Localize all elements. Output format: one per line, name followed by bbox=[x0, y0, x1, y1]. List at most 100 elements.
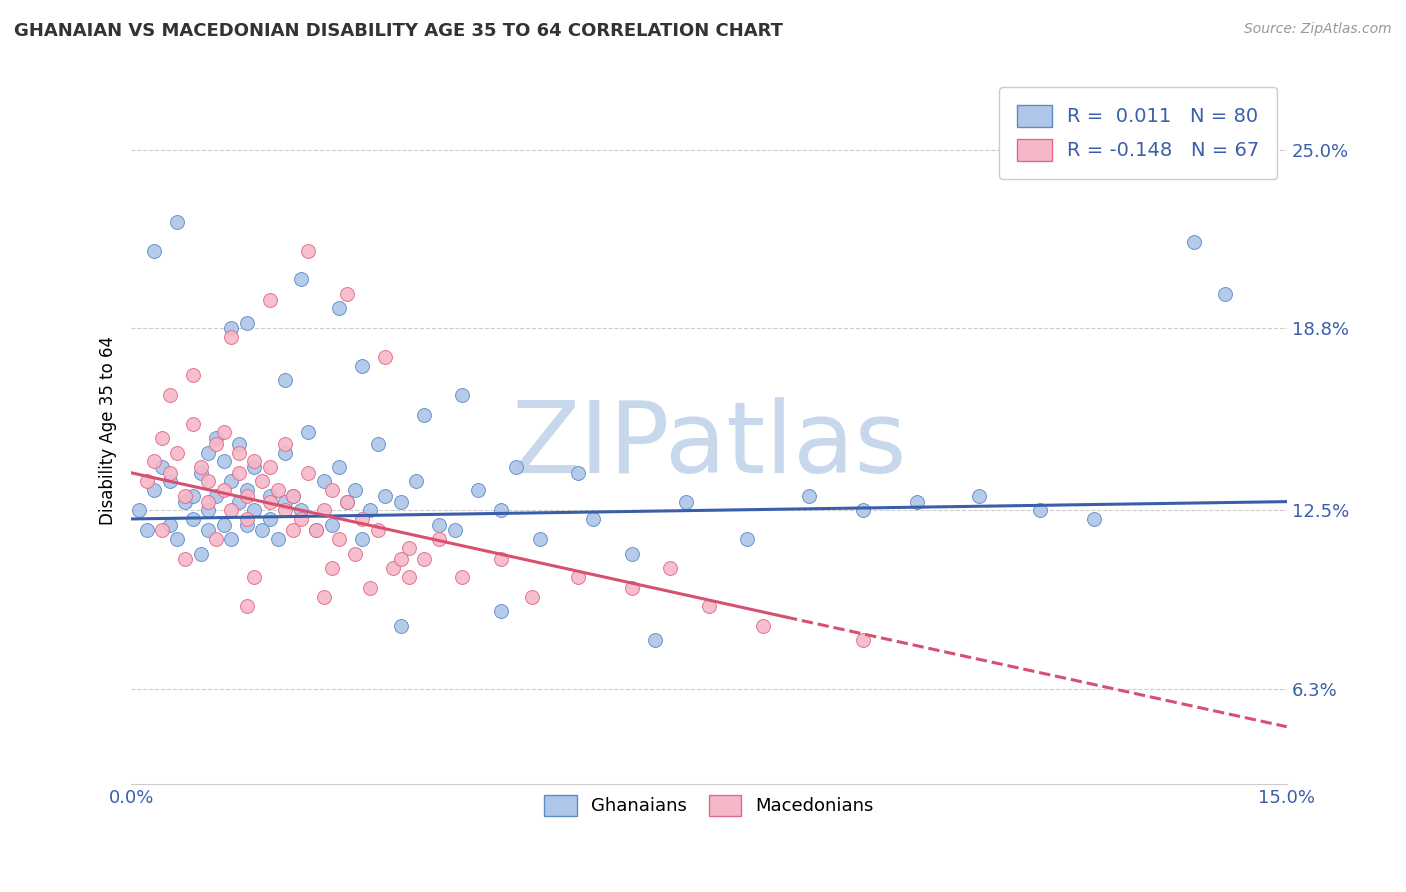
Point bbox=[389, 494, 412, 508]
Point bbox=[259, 460, 281, 475]
Point bbox=[221, 532, 243, 546]
Point bbox=[336, 286, 359, 301]
Point bbox=[205, 437, 228, 451]
Point bbox=[243, 454, 266, 468]
Point bbox=[359, 503, 381, 517]
Point bbox=[328, 532, 350, 546]
Point bbox=[374, 351, 396, 365]
Point bbox=[467, 483, 489, 497]
Point bbox=[135, 524, 157, 538]
Point bbox=[212, 517, 235, 532]
Point bbox=[150, 431, 173, 445]
Point bbox=[205, 431, 228, 445]
Point bbox=[228, 466, 250, 480]
Point bbox=[752, 618, 775, 632]
Point bbox=[174, 494, 197, 508]
Point bbox=[150, 524, 173, 538]
Point bbox=[290, 503, 312, 517]
Point bbox=[135, 475, 157, 489]
Point bbox=[852, 503, 875, 517]
Point bbox=[197, 475, 219, 489]
Point bbox=[250, 524, 273, 538]
Point bbox=[259, 494, 281, 508]
Point bbox=[159, 466, 181, 480]
Point bbox=[236, 489, 259, 503]
Point bbox=[305, 524, 328, 538]
Point bbox=[274, 437, 297, 451]
Point bbox=[905, 494, 928, 508]
Point bbox=[389, 552, 412, 566]
Point bbox=[221, 503, 243, 517]
Point bbox=[297, 244, 319, 258]
Point bbox=[166, 215, 188, 229]
Point bbox=[312, 475, 335, 489]
Point bbox=[321, 561, 343, 575]
Point bbox=[221, 330, 243, 344]
Point bbox=[243, 569, 266, 583]
Point bbox=[312, 590, 335, 604]
Point bbox=[567, 466, 589, 480]
Point bbox=[274, 503, 297, 517]
Point bbox=[352, 512, 374, 526]
Point bbox=[427, 517, 450, 532]
Point bbox=[290, 272, 312, 286]
Point bbox=[644, 633, 666, 648]
Point bbox=[290, 512, 312, 526]
Point bbox=[190, 460, 212, 475]
Point bbox=[266, 483, 288, 497]
Point bbox=[413, 552, 436, 566]
Point bbox=[520, 590, 543, 604]
Point bbox=[1083, 512, 1105, 526]
Point bbox=[367, 524, 389, 538]
Point bbox=[236, 483, 259, 497]
Point bbox=[174, 489, 197, 503]
Point bbox=[143, 483, 166, 497]
Point bbox=[212, 454, 235, 468]
Y-axis label: Disability Age 35 to 64: Disability Age 35 to 64 bbox=[100, 336, 117, 525]
Text: Source: ZipAtlas.com: Source: ZipAtlas.com bbox=[1244, 22, 1392, 37]
Point bbox=[150, 460, 173, 475]
Point bbox=[398, 541, 420, 555]
Point bbox=[281, 524, 304, 538]
Point bbox=[281, 489, 304, 503]
Point bbox=[228, 494, 250, 508]
Point bbox=[228, 445, 250, 459]
Point bbox=[274, 445, 297, 459]
Point bbox=[352, 359, 374, 373]
Point bbox=[336, 494, 359, 508]
Point bbox=[212, 483, 235, 497]
Point bbox=[697, 599, 720, 613]
Point bbox=[427, 532, 450, 546]
Point bbox=[328, 460, 350, 475]
Point bbox=[236, 599, 259, 613]
Point bbox=[505, 460, 527, 475]
Point bbox=[205, 489, 228, 503]
Point bbox=[620, 547, 643, 561]
Point bbox=[567, 569, 589, 583]
Point bbox=[228, 437, 250, 451]
Point bbox=[181, 417, 204, 431]
Point bbox=[398, 569, 420, 583]
Point bbox=[274, 373, 297, 387]
Point bbox=[166, 445, 188, 459]
Point bbox=[174, 552, 197, 566]
Point bbox=[675, 494, 697, 508]
Point bbox=[1213, 286, 1236, 301]
Point bbox=[737, 532, 759, 546]
Point bbox=[352, 532, 374, 546]
Point bbox=[852, 633, 875, 648]
Point bbox=[236, 517, 259, 532]
Point bbox=[197, 494, 219, 508]
Point bbox=[359, 581, 381, 595]
Point bbox=[443, 524, 465, 538]
Point bbox=[205, 532, 228, 546]
Point bbox=[259, 489, 281, 503]
Point bbox=[967, 489, 990, 503]
Point bbox=[405, 475, 427, 489]
Point bbox=[128, 503, 150, 517]
Point bbox=[166, 532, 188, 546]
Point bbox=[343, 547, 366, 561]
Point bbox=[181, 512, 204, 526]
Point bbox=[159, 517, 181, 532]
Point bbox=[221, 475, 243, 489]
